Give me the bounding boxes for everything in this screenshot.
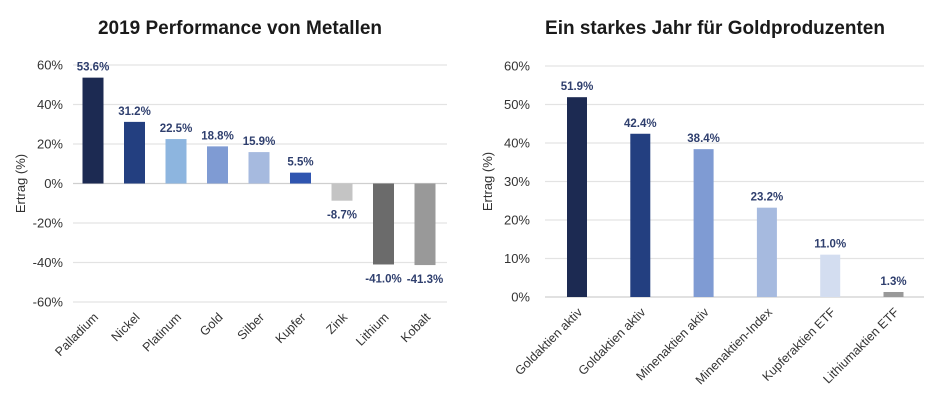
data-label: 31.2% bbox=[118, 106, 151, 118]
y-tick-label: 40% bbox=[504, 136, 530, 151]
x-tick-label: Palladium bbox=[52, 310, 101, 359]
bar-silber bbox=[248, 152, 270, 184]
y-tick-label: 40% bbox=[37, 97, 63, 112]
x-tick-label: Silber bbox=[235, 310, 268, 343]
y-tick-label: 20% bbox=[37, 137, 63, 152]
x-tick-label: Goldaktien aktiv bbox=[512, 305, 585, 378]
y-tick-label: 60% bbox=[504, 59, 530, 74]
data-label: 18.8% bbox=[201, 130, 234, 142]
bar-kupferaktien-etf bbox=[820, 254, 841, 297]
bar-palladium bbox=[82, 77, 104, 184]
data-label: 22.5% bbox=[160, 123, 193, 135]
data-label: 38.4% bbox=[687, 133, 720, 145]
data-label: 23.2% bbox=[751, 192, 784, 204]
bar-minenaktien-aktiv bbox=[693, 149, 714, 297]
bar-goldaktien-aktiv bbox=[567, 97, 587, 297]
data-label: 5.5% bbox=[287, 157, 313, 169]
x-tick-label: Kupfer bbox=[273, 310, 309, 346]
bar-minenaktien-index bbox=[756, 207, 777, 297]
data-label: 53.6% bbox=[77, 62, 110, 74]
y-tick-label: 60% bbox=[37, 58, 63, 73]
bar-kupfer bbox=[290, 172, 311, 184]
y-tick-label: 30% bbox=[504, 174, 530, 189]
x-tick-label: Gold bbox=[197, 310, 226, 339]
data-label: 15.9% bbox=[243, 136, 276, 148]
data-label: 51.9% bbox=[561, 81, 594, 93]
y-tick-label: 10% bbox=[504, 251, 530, 266]
bar-gold bbox=[207, 146, 228, 184]
y-tick-label: -20% bbox=[33, 216, 64, 231]
bar-nickel bbox=[124, 121, 145, 184]
x-tick-label: Nickel bbox=[109, 310, 143, 344]
y-axis-label: Ertrag (%) bbox=[480, 152, 495, 211]
y-tick-label: 50% bbox=[504, 97, 530, 112]
x-tick-label: Kobalt bbox=[398, 310, 433, 345]
y-tick-label: -40% bbox=[33, 255, 64, 270]
data-label: -41.3% bbox=[407, 274, 443, 286]
data-label: 42.4% bbox=[624, 118, 657, 130]
x-tick-label: Goldaktien aktiv bbox=[576, 305, 649, 378]
y-tick-label: 0% bbox=[511, 290, 530, 305]
x-tick-label: Lithium bbox=[353, 310, 391, 348]
chart-title-metals: 2019 Performance von Metallen bbox=[97, 18, 383, 39]
data-label: -41.0% bbox=[365, 273, 401, 285]
bar-platinum bbox=[165, 139, 187, 184]
bar-kobalt bbox=[414, 183, 436, 266]
bar-zink bbox=[331, 183, 353, 201]
data-label: -8.7% bbox=[327, 210, 357, 222]
chart-title-gold-producers: Ein starkes Jahr für Goldproduzenten bbox=[545, 18, 885, 39]
data-label: 1.3% bbox=[880, 276, 906, 288]
bar-goldaktien-aktiv bbox=[630, 133, 651, 297]
y-tick-label: 20% bbox=[504, 213, 530, 228]
y-tick-label: 0% bbox=[44, 176, 63, 191]
bar-lithium bbox=[373, 183, 394, 265]
x-tick-label: Platinum bbox=[140, 310, 184, 354]
data-label: 11.0% bbox=[814, 239, 846, 251]
y-tick-label: -60% bbox=[33, 295, 64, 310]
y-axis-label: Ertrag (%) bbox=[13, 154, 28, 213]
x-tick-label: Zink bbox=[324, 310, 351, 337]
bar-lithiumaktien-etf bbox=[883, 291, 904, 297]
